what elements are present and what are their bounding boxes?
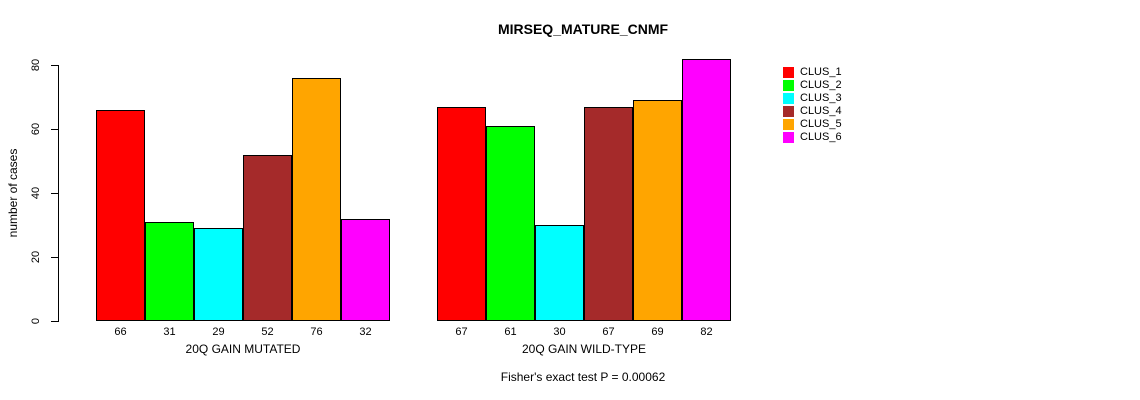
fisher-test-annotation: Fisher's exact test P = 0.00062 <box>500 370 666 384</box>
legend-item: CLUS_3 <box>783 93 842 104</box>
y-tick <box>51 65 58 66</box>
legend: CLUS_1 CLUS_2 CLUS_3 CLUS_4 CLUS_5 CLUS_6 <box>783 67 842 145</box>
bar-clus_6 <box>682 58 731 321</box>
legend-item: CLUS_5 <box>783 119 842 130</box>
legend-item: CLUS_1 <box>783 67 842 78</box>
y-tick <box>51 321 58 322</box>
legend-swatch <box>783 119 794 130</box>
bar-clus_4 <box>243 154 292 321</box>
bar-value-label: 67 <box>455 326 468 338</box>
bar-group: 66 31 29 52 76 32 20Q GAIN MUTATED <box>96 0 390 400</box>
y-axis-line <box>58 65 59 322</box>
bar-clus_4 <box>584 106 633 321</box>
bar-clus_6 <box>341 218 390 321</box>
bar-clus_5 <box>292 77 341 321</box>
bar-value-label: 66 <box>114 326 127 338</box>
legend-label: CLUS_3 <box>800 92 842 104</box>
bar-value-label: 82 <box>700 326 713 338</box>
bar-value-label: 61 <box>504 326 517 338</box>
legend-swatch <box>783 106 794 117</box>
bar-clus_1 <box>96 109 145 321</box>
group-label: 20Q GAIN WILD-TYPE <box>521 342 647 356</box>
bar-group: 67 61 30 67 69 82 20Q GAIN WILD-TYPE <box>437 0 731 400</box>
legend-label: CLUS_2 <box>800 79 842 91</box>
bar-clus_2 <box>145 221 194 321</box>
y-axis-label: number of cases <box>6 148 20 238</box>
y-tick-label: 60 <box>30 122 42 136</box>
y-tick <box>51 257 58 258</box>
legend-label: CLUS_4 <box>800 105 842 117</box>
legend-swatch <box>783 80 794 91</box>
legend-item: CLUS_2 <box>783 80 842 91</box>
bar-value-label: 69 <box>651 326 664 338</box>
bar-clus_3 <box>535 225 584 321</box>
bar-clus_2 <box>486 125 535 321</box>
legend-swatch <box>783 67 794 78</box>
legend-label: CLUS_1 <box>800 66 842 78</box>
bar-value-label: 29 <box>212 326 225 338</box>
y-tick-label: 40 <box>30 186 42 200</box>
legend-label: CLUS_5 <box>800 118 842 130</box>
bar-clus_5 <box>633 100 682 321</box>
bar-value-label: 30 <box>553 326 566 338</box>
y-tick <box>51 193 58 194</box>
bar-clus_1 <box>437 106 486 321</box>
bar-value-label: 67 <box>602 326 615 338</box>
legend-swatch <box>783 132 794 143</box>
legend-item: CLUS_4 <box>783 106 842 117</box>
bar-clus_3 <box>194 228 243 321</box>
bar-value-label: 52 <box>261 326 274 338</box>
y-tick <box>51 129 58 130</box>
chart-title: MIRSEQ_MATURE_CNMF <box>497 21 669 37</box>
y-tick-label: 20 <box>30 250 42 264</box>
bar-value-label: 32 <box>359 326 372 338</box>
y-tick-label: 0 <box>30 317 42 325</box>
bar-value-label: 76 <box>310 326 323 338</box>
legend-item: CLUS_6 <box>783 132 842 143</box>
legend-label: CLUS_6 <box>800 131 842 143</box>
group-label: 20Q GAIN MUTATED <box>185 342 301 356</box>
y-tick-label: 80 <box>30 58 42 72</box>
legend-swatch <box>783 93 794 104</box>
bar-value-label: 31 <box>163 326 176 338</box>
